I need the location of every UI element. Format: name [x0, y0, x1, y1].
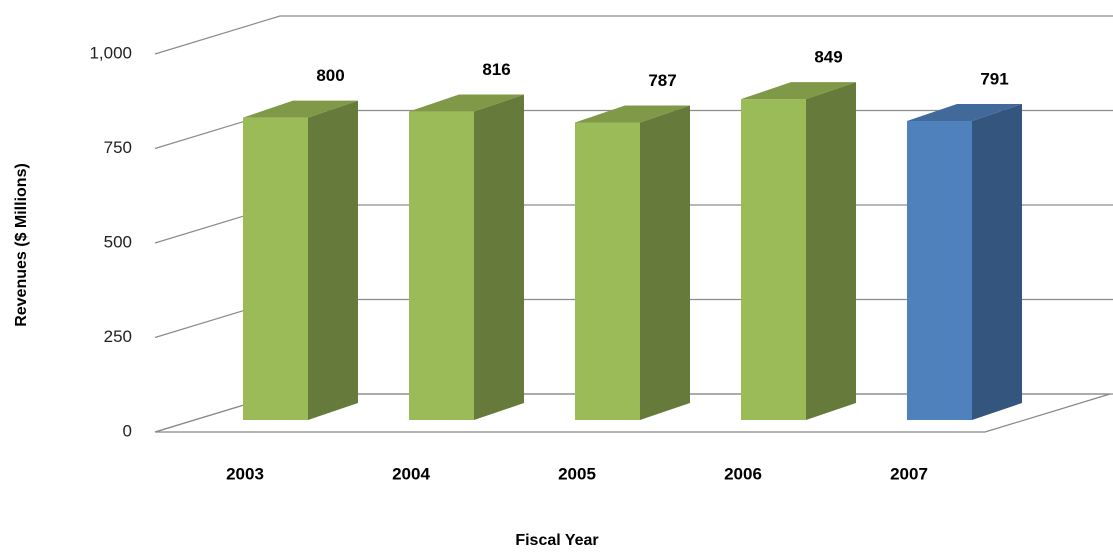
y-tick-label: 1,000 [89, 43, 132, 62]
bar-top [409, 94, 524, 112]
y-tick-label: 250 [104, 327, 132, 346]
bar-side [806, 82, 856, 420]
data-label: 787 [648, 71, 676, 90]
bar [409, 111, 474, 420]
bar-top [243, 100, 358, 118]
y-tick-label: 500 [104, 232, 132, 251]
x-tick-label: 2003 [226, 464, 264, 483]
x-tick-label: 2005 [558, 464, 596, 483]
y-tick-label: 0 [123, 421, 132, 440]
x-tick-label: 2004 [392, 464, 430, 483]
bar-side [972, 104, 1022, 420]
bar-top [575, 105, 690, 123]
bar-side [308, 100, 358, 420]
grid-line [154, 15, 1113, 55]
bar [243, 117, 308, 420]
y-axis-title: Revenues ($ Millions) [13, 163, 30, 327]
x-axis-title: Fiscal Year [515, 532, 598, 549]
x-tick-label: 2006 [724, 464, 762, 483]
data-label: 849 [814, 48, 842, 67]
bar-side [474, 94, 524, 420]
bar-top [907, 104, 1022, 122]
bar [907, 121, 972, 420]
y-tick-label: 750 [104, 138, 132, 157]
bar-side [640, 105, 690, 420]
data-label: 800 [316, 66, 344, 85]
x-tick-label: 2007 [890, 464, 928, 483]
data-label: 791 [980, 69, 1008, 88]
bar-top [741, 82, 856, 100]
bar [741, 99, 806, 420]
bar [575, 122, 640, 420]
data-label: 816 [482, 60, 510, 79]
